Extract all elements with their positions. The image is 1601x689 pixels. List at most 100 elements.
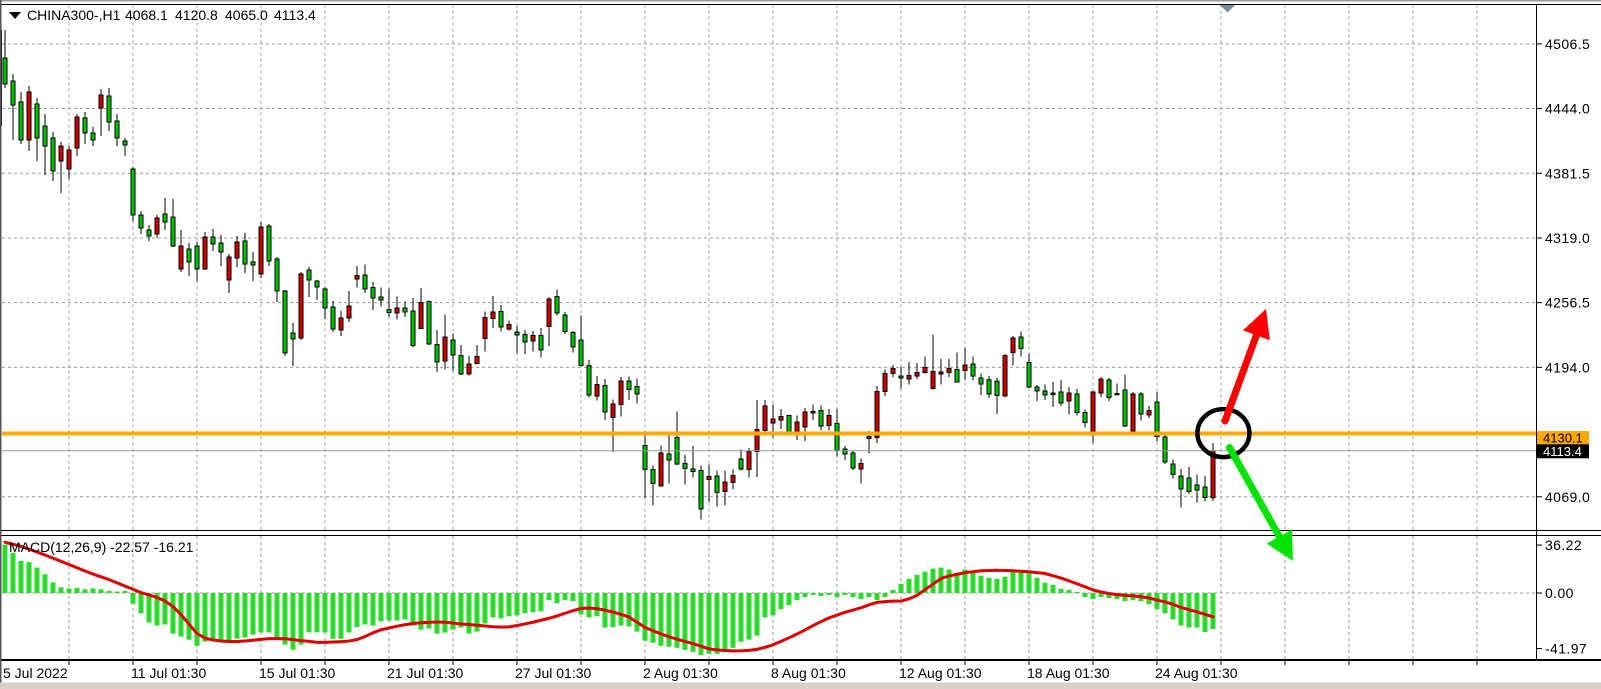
macd-bar bbox=[866, 593, 872, 597]
macd-bar bbox=[338, 593, 344, 639]
macd-bar bbox=[482, 593, 488, 624]
price-axis-label: 4069.0 bbox=[1545, 489, 1590, 505]
candle-body bbox=[650, 469, 656, 485]
time-axis-label: 11 Jul 01:30 bbox=[131, 665, 206, 681]
candle-body bbox=[394, 307, 400, 314]
candle-body bbox=[1002, 355, 1008, 397]
candle-body bbox=[258, 226, 264, 275]
time-axis-label: 21 Jul 01:30 bbox=[387, 665, 463, 681]
candle-body bbox=[626, 380, 632, 391]
macd-bar bbox=[10, 552, 16, 593]
candle-body bbox=[1058, 391, 1064, 404]
candle-body bbox=[290, 332, 296, 340]
macd-bar bbox=[42, 574, 48, 593]
macd-bar bbox=[794, 593, 800, 601]
candle-body bbox=[874, 390, 880, 439]
candle-body bbox=[802, 411, 808, 428]
macd-bar bbox=[970, 571, 976, 593]
candle-body bbox=[130, 168, 136, 216]
macd-bar bbox=[898, 583, 904, 593]
arrow-down-annotation-head bbox=[1266, 529, 1293, 561]
macd-bar bbox=[1202, 593, 1208, 632]
candle-body bbox=[778, 416, 784, 421]
arrow-up-annotation[interactable] bbox=[1221, 328, 1262, 425]
candle-body bbox=[570, 331, 576, 348]
time-axis-label: 24 Aug 01:30 bbox=[1155, 665, 1238, 681]
arrow-down-annotation[interactable] bbox=[1226, 444, 1285, 544]
macd-bar bbox=[378, 593, 384, 622]
candle-body bbox=[1146, 410, 1152, 416]
symbol-dropdown-icon[interactable] bbox=[9, 12, 21, 19]
candle-body bbox=[306, 269, 312, 281]
time-axis-label: 18 Aug 01:30 bbox=[1027, 665, 1110, 681]
macd-bar bbox=[554, 593, 560, 604]
chart-shift-marker-icon[interactable] bbox=[1220, 5, 1235, 13]
candle-body bbox=[1098, 378, 1104, 394]
macd-bar bbox=[90, 588, 96, 593]
macd-bar bbox=[1042, 582, 1048, 593]
candle-body bbox=[818, 410, 824, 427]
macd-bar bbox=[146, 593, 152, 623]
macd-bar bbox=[698, 593, 704, 656]
candle-body bbox=[594, 384, 600, 397]
macd-bar bbox=[858, 593, 864, 600]
candle-body bbox=[1154, 401, 1160, 438]
macd-bar bbox=[930, 568, 936, 593]
macd-bar bbox=[226, 593, 232, 642]
macd-bar bbox=[394, 593, 400, 621]
candle-body bbox=[810, 410, 816, 414]
header-open-value: 4068.1 bbox=[125, 7, 168, 23]
macd-bar bbox=[578, 593, 584, 615]
macd-bar bbox=[290, 593, 296, 650]
macd-bar bbox=[490, 593, 496, 618]
candle-body bbox=[458, 355, 464, 375]
candle-body bbox=[930, 370, 936, 389]
candle-body bbox=[754, 428, 760, 453]
candle-body bbox=[562, 314, 568, 333]
macd-bar bbox=[954, 572, 960, 593]
macd-bar bbox=[418, 593, 424, 630]
macd-bar bbox=[786, 593, 792, 606]
candle-body bbox=[1202, 486, 1208, 498]
candle-body bbox=[410, 310, 416, 347]
candle-body bbox=[330, 306, 336, 330]
candle-body bbox=[1170, 463, 1176, 475]
bid-price-badge: 4113.4 bbox=[1537, 444, 1589, 459]
candle-body bbox=[554, 296, 560, 314]
candle-body bbox=[1138, 393, 1144, 415]
candle-body bbox=[1034, 386, 1040, 392]
candle-body bbox=[450, 339, 456, 356]
macd-bar bbox=[666, 593, 672, 647]
candle-body bbox=[578, 339, 584, 366]
macd-bar bbox=[274, 593, 280, 638]
macd-bar bbox=[250, 593, 256, 635]
candle-body bbox=[66, 149, 72, 170]
macd-bar bbox=[610, 593, 616, 628]
candle-body bbox=[866, 436, 872, 439]
macd-bar bbox=[1210, 593, 1216, 630]
macd-bar bbox=[1058, 588, 1064, 593]
candle-body bbox=[514, 331, 520, 336]
macd-bar bbox=[130, 593, 136, 604]
candle-body bbox=[154, 217, 160, 235]
circle-annotation[interactable] bbox=[1195, 406, 1252, 460]
macd-bar bbox=[570, 593, 576, 602]
candle-body bbox=[1122, 389, 1128, 427]
candle-body bbox=[1194, 484, 1200, 491]
candle-body bbox=[794, 421, 800, 433]
candle-body bbox=[738, 458, 744, 470]
macd-bar bbox=[730, 593, 736, 648]
symbol-period-label: CHINA300-,H1 bbox=[27, 7, 121, 23]
candle-body bbox=[722, 481, 728, 492]
macd-bar bbox=[450, 593, 456, 630]
candle-body bbox=[482, 316, 488, 339]
macd-bar bbox=[498, 593, 504, 619]
macd-bar bbox=[1050, 584, 1056, 593]
candle-body bbox=[610, 403, 616, 418]
candle-body bbox=[490, 311, 496, 319]
candle-body bbox=[770, 418, 776, 424]
candle-body bbox=[466, 363, 472, 375]
